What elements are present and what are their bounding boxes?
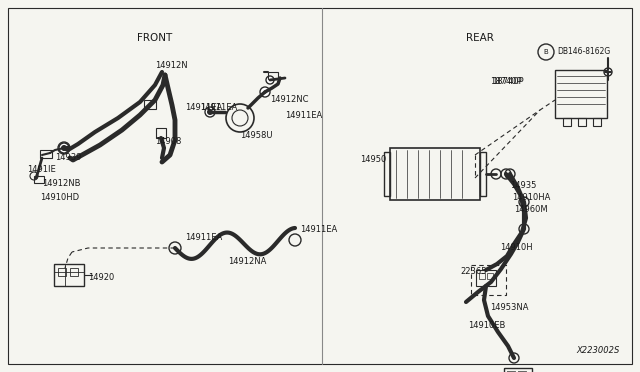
Bar [555,70,607,118]
Circle shape [260,87,270,97]
Text: 14912N: 14912N [155,61,188,70]
Bar [34,176,44,183]
Bar [487,273,493,279]
Text: 14910H: 14910H [500,244,532,253]
Bar [476,270,496,286]
Bar [593,118,601,126]
Bar [156,128,166,138]
Text: 14911EA: 14911EA [300,225,337,234]
Text: 14908: 14908 [155,138,181,147]
Text: B: B [543,49,548,55]
Text: REAR: REAR [466,33,494,43]
Text: 14953NA: 14953NA [490,304,529,312]
Bar [504,368,532,372]
Bar [563,118,571,126]
Text: 14910HA: 14910HA [512,192,550,202]
Text: 14920: 14920 [88,273,115,282]
Text: 18740P: 18740P [492,77,524,87]
Bar [70,268,78,276]
Bar [54,264,84,286]
Text: 14958U: 14958U [240,131,273,140]
Text: 14910EB: 14910EB [468,321,506,330]
Bar [384,152,390,196]
Text: 14912NB: 14912NB [42,179,81,187]
Text: 14911EA: 14911EA [200,103,237,112]
Text: 14939: 14939 [55,154,81,163]
Text: 18740P: 18740P [490,77,522,87]
Text: DB146-8162G: DB146-8162G [557,48,611,57]
Bar [578,118,586,126]
Text: 22365: 22365 [460,267,486,276]
Bar [40,150,52,158]
Text: 14950: 14950 [360,155,387,164]
Text: 14960M: 14960M [514,205,548,215]
Bar [58,268,66,276]
Circle shape [266,76,274,84]
Text: 14912NC: 14912NC [270,96,308,105]
Bar [268,72,278,79]
Text: 14911EA: 14911EA [185,103,222,112]
Bar [390,148,480,200]
Bar [480,152,486,196]
Text: 14911EA: 14911EA [285,112,323,121]
Text: X223002S: X223002S [577,346,620,355]
Circle shape [604,68,612,76]
Text: 14911EA: 14911EA [185,234,222,243]
Bar [507,371,515,372]
Bar [479,273,485,279]
Circle shape [59,143,69,153]
Text: FRONT: FRONT [138,33,173,43]
Circle shape [205,107,215,117]
Text: 1491IE: 1491IE [27,166,56,174]
Bar [518,371,526,372]
Text: 14912NA: 14912NA [228,257,266,266]
Text: 14910HD: 14910HD [40,193,79,202]
Text: 14935: 14935 [510,180,536,189]
Circle shape [61,145,67,151]
Bar [144,100,156,109]
Circle shape [207,109,213,115]
